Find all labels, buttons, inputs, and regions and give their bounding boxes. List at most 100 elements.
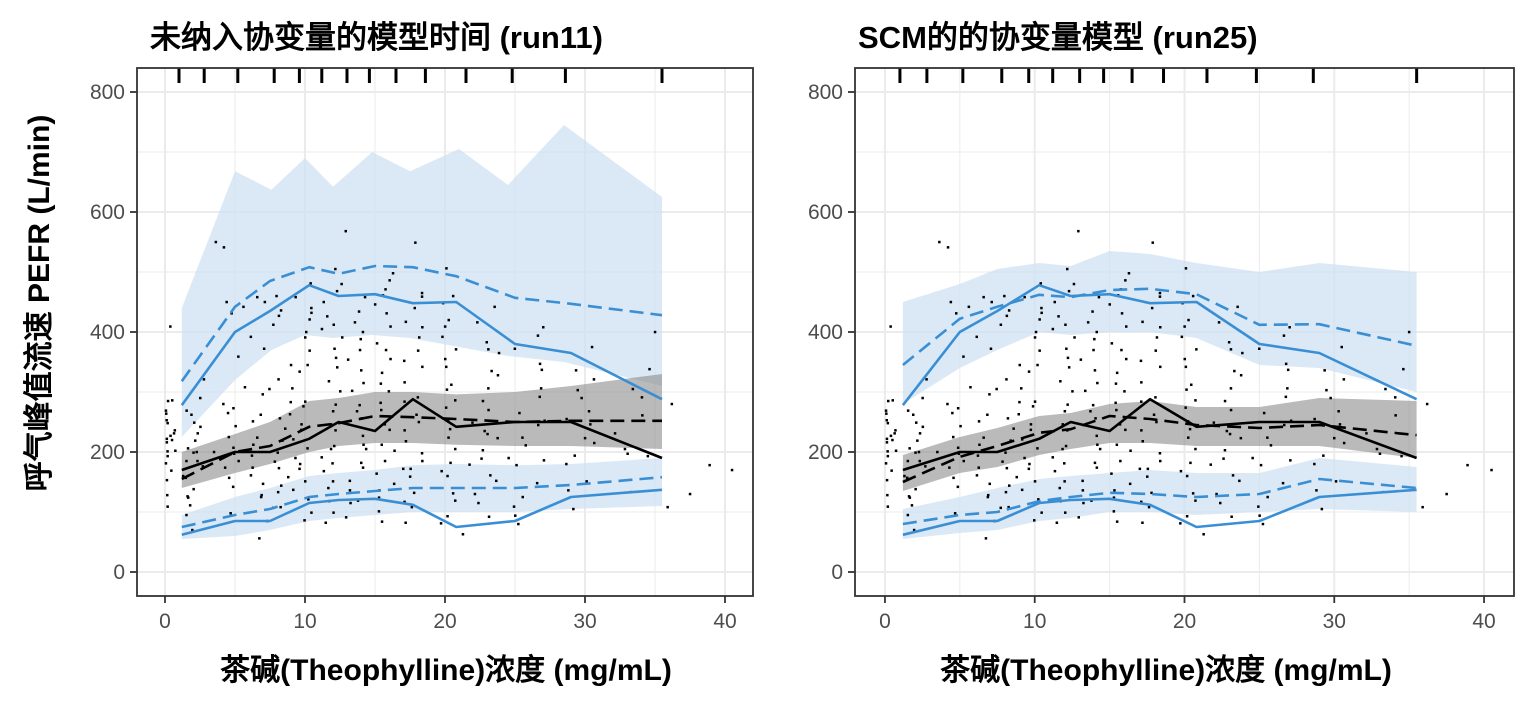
observed-point	[335, 289, 339, 293]
observed-point	[294, 456, 297, 460]
observed-point	[331, 462, 334, 465]
observed-point	[451, 294, 455, 298]
observed-point	[275, 294, 278, 298]
observed-point	[1266, 436, 1269, 439]
observed-point	[1066, 403, 1069, 406]
observed-point	[404, 440, 408, 443]
observed-point	[413, 306, 416, 310]
observed-point	[906, 409, 910, 412]
observed-point	[893, 432, 896, 435]
observed-point	[891, 438, 894, 442]
observed-point	[304, 480, 307, 483]
observed-point	[402, 467, 405, 471]
observed-point	[1033, 336, 1037, 339]
observed-point	[384, 288, 387, 291]
y-tick-label: 200	[808, 441, 843, 464]
observed-point	[362, 443, 365, 446]
observed-point	[1061, 423, 1064, 426]
observed-p05-line	[181, 488, 663, 537]
observed-point	[262, 347, 266, 350]
observed-point	[1004, 490, 1008, 494]
observed-point	[1155, 420, 1158, 424]
observed-point	[1017, 413, 1020, 416]
observed-point	[288, 413, 292, 416]
observed-point	[287, 475, 290, 479]
observed-point	[1158, 291, 1162, 295]
observed-point	[886, 454, 890, 458]
observed-point	[169, 434, 172, 438]
observed-point	[392, 482, 396, 486]
y-tick-label: 0	[831, 561, 843, 584]
observed-point	[446, 515, 449, 518]
observed-point	[1289, 459, 1292, 462]
observed-point	[906, 513, 910, 517]
observed-point	[885, 412, 888, 415]
observed-point	[565, 462, 568, 466]
observed-point	[1225, 429, 1229, 433]
observed-point	[375, 472, 378, 475]
observed-point	[886, 505, 890, 508]
observed-point	[1084, 389, 1087, 393]
observed-point	[403, 400, 406, 403]
observed-point	[1333, 436, 1336, 440]
observed-point	[1266, 495, 1269, 499]
observed-point	[1322, 454, 1325, 457]
observed-point	[201, 465, 205, 468]
observed-point	[1051, 456, 1054, 459]
observed-point	[164, 462, 168, 465]
observed-point	[574, 369, 578, 372]
observed-point	[358, 348, 362, 352]
observed-point	[489, 474, 492, 477]
observed-point	[454, 399, 457, 402]
observed-point	[227, 435, 231, 439]
observed-point	[181, 474, 185, 478]
observed-point	[1378, 452, 1382, 455]
observed-point	[1159, 365, 1162, 369]
observed-point	[308, 349, 311, 352]
observed-point	[1005, 314, 1009, 318]
observed-point	[292, 488, 295, 492]
observed-point	[995, 387, 998, 391]
observed-point	[1005, 378, 1008, 381]
observed-point	[999, 323, 1003, 326]
observed-point	[1217, 321, 1221, 324]
observed-point	[185, 409, 188, 412]
observed-point	[565, 417, 568, 421]
observed-point	[891, 399, 894, 402]
observed-point	[199, 396, 202, 400]
observed-point	[1115, 520, 1119, 523]
observed-point	[1095, 330, 1098, 334]
observed-point	[1384, 387, 1387, 391]
observed-point	[483, 429, 486, 433]
observed-point	[976, 454, 980, 457]
observed-point	[1284, 395, 1288, 399]
observed-point	[1129, 449, 1132, 452]
observed-point	[322, 469, 326, 473]
observed-point	[956, 485, 960, 489]
observed-point	[1067, 366, 1071, 369]
observed-point	[521, 436, 524, 439]
observed-point	[1158, 452, 1162, 455]
observed-point	[648, 367, 651, 371]
observed-point	[1320, 507, 1324, 511]
observed-point	[1023, 456, 1026, 460]
observed-point	[214, 240, 218, 244]
observed-point	[1233, 369, 1236, 373]
observed-point	[496, 436, 499, 440]
observed-point	[975, 474, 979, 477]
observed-point	[1108, 303, 1111, 306]
observed-point	[1407, 330, 1411, 334]
simulated-p95-line	[902, 287, 1417, 367]
observed-point	[1323, 369, 1326, 372]
observed-point	[340, 282, 343, 286]
observed-point	[1257, 505, 1260, 508]
observed-point	[592, 378, 596, 381]
observed-point	[165, 478, 169, 482]
observed-point	[977, 420, 981, 423]
observed-point	[364, 447, 368, 451]
observed-point	[1146, 475, 1149, 478]
observed-point	[185, 459, 188, 463]
observed-point	[279, 309, 283, 312]
observed-point	[445, 388, 449, 391]
